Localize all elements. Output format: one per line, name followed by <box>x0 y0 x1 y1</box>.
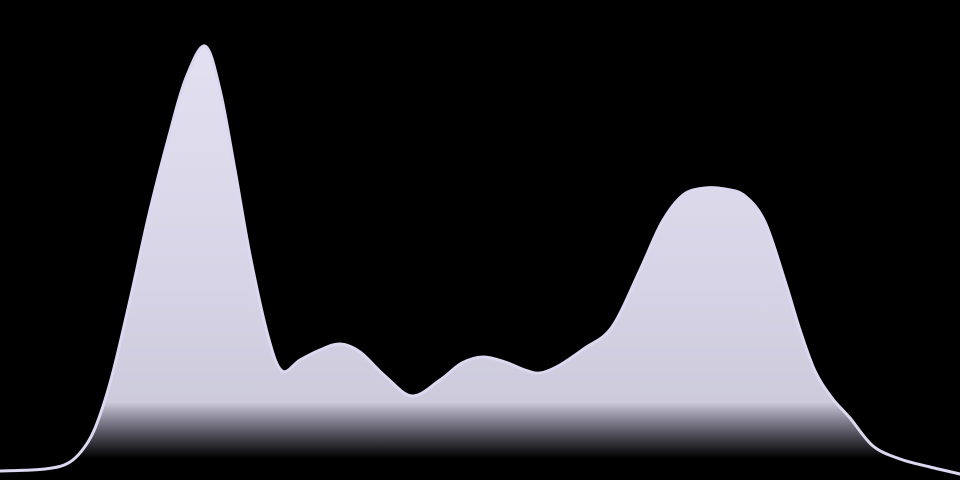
curve-line <box>0 44 960 476</box>
area-fill <box>0 45 960 480</box>
